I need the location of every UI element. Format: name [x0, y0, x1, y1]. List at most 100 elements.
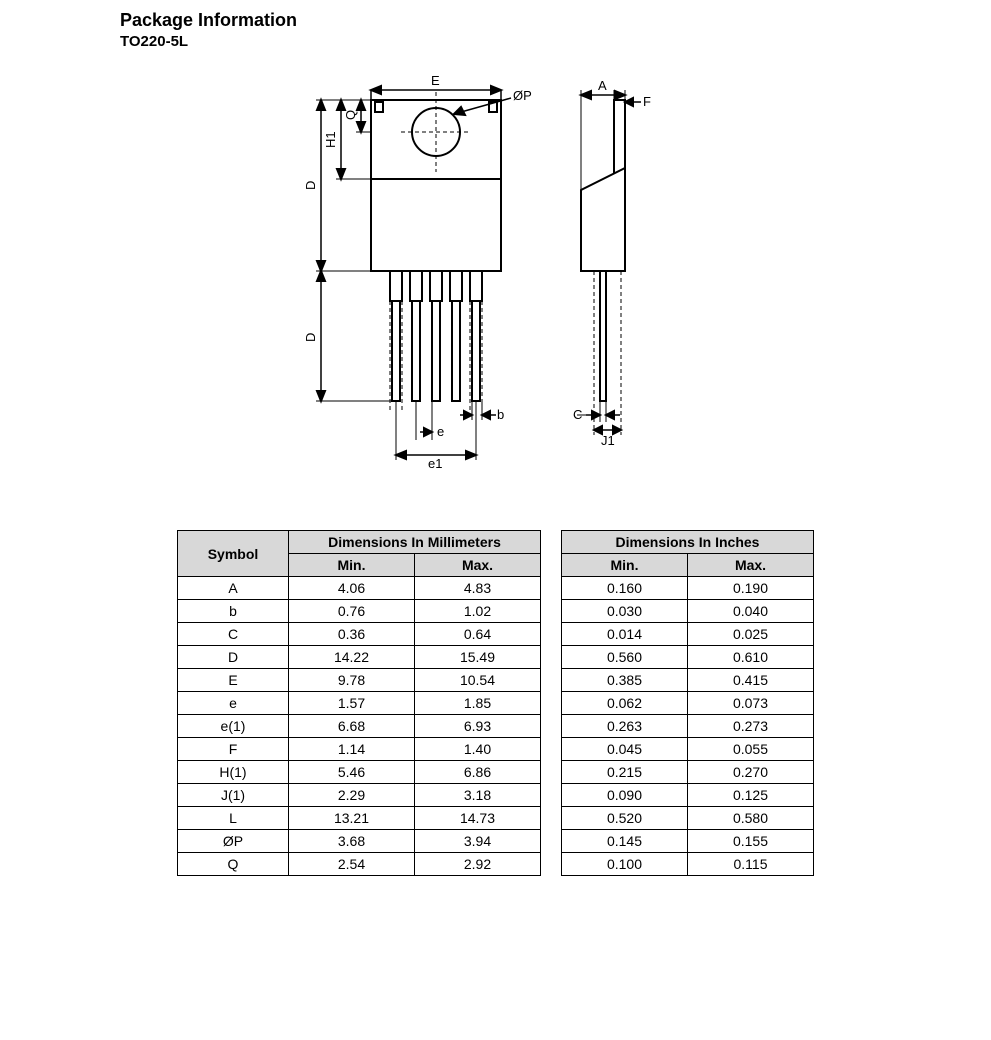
package-name: TO220-5L	[120, 33, 991, 50]
cell-mm-max: 15.49	[415, 646, 541, 669]
cell-mm-min: 0.36	[289, 623, 415, 646]
cell-mm-max: 14.73	[415, 807, 541, 830]
cell-symbol: Q	[178, 853, 289, 876]
cell-in-min: 0.045	[562, 738, 688, 761]
cell-mm-min: 13.21	[289, 807, 415, 830]
cell-symbol: F	[178, 738, 289, 761]
cell-in-max: 0.190	[688, 577, 814, 600]
dim-label-D-lower: D	[303, 333, 318, 342]
dim-label-E: E	[431, 73, 440, 88]
cell-mm-min: 1.57	[289, 692, 415, 715]
cell-mm-max: 2.92	[415, 853, 541, 876]
cell-symbol: C	[178, 623, 289, 646]
cell-in-max: 0.273	[688, 715, 814, 738]
cell-mm-min: 9.78	[289, 669, 415, 692]
table-spacer	[541, 853, 562, 876]
cell-in-min: 0.263	[562, 715, 688, 738]
cell-in-max: 0.610	[688, 646, 814, 669]
col-in-min: Min.	[562, 554, 688, 577]
dim-label-J1: J1	[601, 433, 615, 448]
table-spacer	[541, 738, 562, 761]
cell-in-max: 0.055	[688, 738, 814, 761]
table-row: L13.2114.73 0.5200.580	[178, 807, 814, 830]
cell-in-min: 0.560	[562, 646, 688, 669]
dim-label-F: F	[643, 94, 651, 109]
table-row: e(1)6.686.930.2630.273	[178, 715, 814, 738]
cell-in-max: 0.073	[688, 692, 814, 715]
table-spacer	[541, 669, 562, 692]
col-mm: Dimensions In Millimeters	[289, 531, 541, 554]
cell-in-max: 0.115	[688, 853, 814, 876]
cell-mm-max: 4.83	[415, 577, 541, 600]
cell-mm-max: 6.93	[415, 715, 541, 738]
cell-mm-min: 5.46	[289, 761, 415, 784]
dim-label-e: e	[437, 424, 444, 439]
col-symbol: Symbol	[178, 531, 289, 577]
cell-in-min: 0.100	[562, 853, 688, 876]
table-spacer	[541, 531, 562, 577]
cell-mm-max: 1.40	[415, 738, 541, 761]
cell-in-min: 0.215	[562, 761, 688, 784]
cell-in-max: 0.415	[688, 669, 814, 692]
table-spacer	[541, 807, 562, 830]
dimensions-table: Symbol Dimensions In Millimeters Dimensi…	[177, 530, 814, 876]
cell-in-max: 0.025	[688, 623, 814, 646]
table-spacer	[541, 646, 562, 669]
table-spacer	[541, 623, 562, 646]
cell-in-min: 0.030	[562, 600, 688, 623]
cell-in-min: 0.520	[562, 807, 688, 830]
table-row: F1.141.40 0.0450.055	[178, 738, 814, 761]
cell-in-min: 0.160	[562, 577, 688, 600]
table-spacer	[541, 761, 562, 784]
cell-mm-max: 6.86	[415, 761, 541, 784]
cell-mm-min: 14.22	[289, 646, 415, 669]
cell-symbol: b	[178, 600, 289, 623]
dim-label-phiP: ØP	[513, 88, 532, 103]
cell-symbol: D	[178, 646, 289, 669]
cell-symbol: e(1)	[178, 715, 289, 738]
table-row: Q2.542.920.1000.115	[178, 853, 814, 876]
table-row: b0.761.020.0300.040	[178, 600, 814, 623]
cell-in-max: 0.580	[688, 807, 814, 830]
cell-symbol: E	[178, 669, 289, 692]
cell-in-max: 0.125	[688, 784, 814, 807]
cell-symbol: J(1)	[178, 784, 289, 807]
cell-symbol: L	[178, 807, 289, 830]
dim-label-H1: H1	[323, 131, 338, 148]
table-row: C0.360.64 0.0140.025	[178, 623, 814, 646]
dim-label-b: b	[497, 407, 504, 422]
cell-mm-max: 1.85	[415, 692, 541, 715]
cell-mm-min: 3.68	[289, 830, 415, 853]
cell-in-max: 0.270	[688, 761, 814, 784]
cell-in-min: 0.014	[562, 623, 688, 646]
cell-symbol: e	[178, 692, 289, 715]
dim-label-D-upper: D	[303, 181, 318, 190]
cell-mm-min: 0.76	[289, 600, 415, 623]
cell-mm-max: 0.64	[415, 623, 541, 646]
cell-in-max: 0.040	[688, 600, 814, 623]
cell-mm-max: 3.94	[415, 830, 541, 853]
table-row: E9.7810.54 0.3850.415	[178, 669, 814, 692]
table-spacer	[541, 600, 562, 623]
table-spacer	[541, 692, 562, 715]
cell-symbol: A	[178, 577, 289, 600]
table-spacer	[541, 715, 562, 738]
cell-mm-max: 3.18	[415, 784, 541, 807]
dim-label-A: A	[598, 78, 607, 93]
dim-label-e1: e1	[428, 456, 442, 471]
dim-label-C: C	[573, 407, 582, 422]
table-spacer	[541, 784, 562, 807]
cell-mm-min: 1.14	[289, 738, 415, 761]
cell-in-max: 0.155	[688, 830, 814, 853]
table-spacer	[541, 830, 562, 853]
cell-in-min: 0.062	[562, 692, 688, 715]
table-row: A4.064.830.1600.190	[178, 577, 814, 600]
cell-mm-min: 2.29	[289, 784, 415, 807]
col-mm-min: Min.	[289, 554, 415, 577]
cell-symbol: ØP	[178, 830, 289, 853]
cell-symbol: H(1)	[178, 761, 289, 784]
dim-label-Q: Q	[343, 110, 358, 120]
table-spacer	[541, 577, 562, 600]
cell-mm-max: 10.54	[415, 669, 541, 692]
cell-in-min: 0.385	[562, 669, 688, 692]
